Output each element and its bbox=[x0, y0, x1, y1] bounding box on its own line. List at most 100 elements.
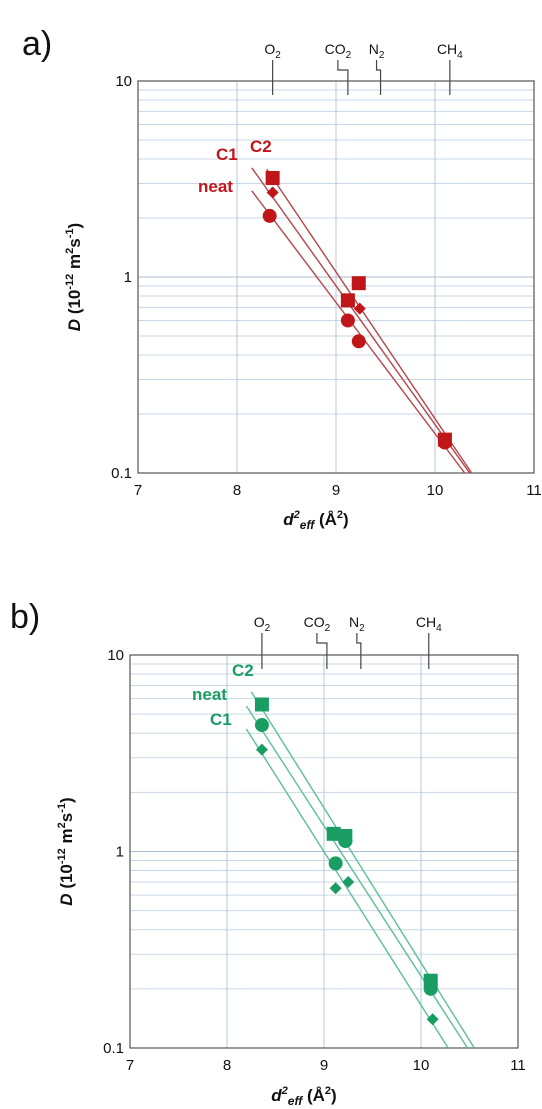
x-tick-label: 8 bbox=[223, 1057, 231, 1074]
gas-name: O bbox=[264, 41, 275, 57]
gas-subscript: 4 bbox=[457, 50, 463, 61]
gas-label: N2 bbox=[349, 614, 365, 634]
x-axis-superscript: 2 bbox=[337, 509, 343, 521]
x-axis-unit: (Å bbox=[302, 1086, 325, 1105]
series-label-C2: C2 bbox=[232, 661, 254, 680]
gas-name: CO bbox=[325, 41, 346, 57]
y-axis-unit: m bbox=[57, 828, 76, 848]
data-point-neat bbox=[328, 856, 343, 871]
series-label-C1: C1 bbox=[216, 145, 238, 164]
data-point-C1 bbox=[255, 743, 268, 756]
gas-tick bbox=[316, 633, 328, 669]
plot-frame bbox=[137, 80, 535, 474]
gas-tick bbox=[337, 60, 349, 95]
data-point-C1 bbox=[342, 875, 355, 888]
data-point-C1 bbox=[426, 1013, 439, 1026]
gas-tick bbox=[356, 633, 362, 669]
panel-label: a) bbox=[22, 25, 52, 63]
gas-name: CO bbox=[304, 614, 325, 630]
x-tick-label: 10 bbox=[427, 482, 444, 499]
data-point-neat bbox=[351, 334, 366, 349]
data-point-C2 bbox=[340, 293, 355, 308]
y-tick-label: 10 bbox=[107, 647, 124, 664]
x-tick-label: 7 bbox=[134, 482, 142, 499]
gas-name: O bbox=[254, 614, 265, 630]
y-tick-label: 0.1 bbox=[103, 1040, 124, 1057]
y-tick-label: 1 bbox=[116, 844, 124, 861]
data-point-C2 bbox=[254, 697, 269, 712]
gas-subscript: 2 bbox=[359, 623, 365, 634]
data-point-neat bbox=[437, 435, 452, 450]
gas-label: CO2 bbox=[304, 614, 331, 634]
x-axis-unit: ) bbox=[343, 510, 349, 529]
x-tick-label: 11 bbox=[510, 1057, 526, 1074]
x-axis-subscript: eff bbox=[288, 1094, 303, 1108]
gas-subscript: 2 bbox=[275, 50, 281, 61]
x-axis-superscript: 2 bbox=[293, 509, 300, 521]
x-tick-label: 9 bbox=[332, 482, 340, 499]
gas-label: CO2 bbox=[325, 41, 352, 61]
y-axis-exponent: -1 bbox=[56, 803, 68, 813]
gas-name: N bbox=[369, 41, 379, 57]
x-axis-unit: (Å bbox=[314, 510, 337, 529]
gas-label: CH4 bbox=[437, 41, 463, 61]
data-point-neat bbox=[254, 718, 269, 733]
y-axis-exponent: -12 bbox=[64, 274, 76, 290]
gas-label: O2 bbox=[264, 41, 281, 61]
gas-tick bbox=[375, 60, 382, 95]
y-axis-unit: ) bbox=[65, 223, 84, 229]
x-tick-label: 9 bbox=[320, 1057, 328, 1074]
y-axis-title: D (10-12 m2s-1) bbox=[64, 223, 84, 331]
y-axis-symbol: D bbox=[57, 893, 76, 905]
fit-line-C1 bbox=[251, 167, 471, 474]
data-point-neat bbox=[423, 981, 438, 996]
x-axis-unit: ) bbox=[331, 1086, 337, 1105]
x-tick-label: 11 bbox=[526, 482, 542, 499]
fit-line-neat bbox=[251, 190, 466, 474]
y-axis-exponent: -12 bbox=[56, 848, 68, 864]
y-axis-title: D (10-12 m2s-1) bbox=[56, 797, 76, 905]
data-point-C2 bbox=[265, 170, 280, 185]
y-axis-exponent: 2 bbox=[56, 822, 68, 828]
series-label-C2: C2 bbox=[250, 137, 272, 156]
y-axis-symbol: D bbox=[65, 319, 84, 331]
data-point-C1 bbox=[329, 882, 342, 895]
series-label-neat: neat bbox=[198, 177, 233, 196]
x-tick-label: 10 bbox=[413, 1057, 430, 1074]
gas-subscript: 2 bbox=[346, 50, 352, 61]
y-axis-exponent: -1 bbox=[64, 228, 76, 238]
data-point-neat bbox=[338, 834, 353, 849]
series-label-C1: C1 bbox=[210, 710, 232, 729]
x-axis-superscript: 2 bbox=[325, 1085, 331, 1097]
y-axis-unit: (10 bbox=[57, 864, 76, 893]
x-axis-title: d2eff (Å2) bbox=[283, 509, 348, 532]
panel-label: b) bbox=[10, 598, 40, 636]
gas-subscript: 2 bbox=[379, 50, 385, 61]
gas-name: CH bbox=[416, 614, 436, 630]
y-tick-label: 1 bbox=[124, 269, 132, 286]
data-point-C2 bbox=[351, 276, 366, 291]
x-tick-label: 8 bbox=[233, 482, 241, 499]
data-point-neat bbox=[262, 208, 277, 223]
x-axis-symbol: d bbox=[271, 1086, 282, 1105]
gas-subscript: 2 bbox=[265, 623, 271, 634]
fit-line-C1 bbox=[245, 728, 449, 1049]
y-axis-exponent: 2 bbox=[64, 248, 76, 254]
gas-label: CH4 bbox=[416, 614, 442, 634]
plot-frame bbox=[129, 654, 519, 1049]
y-axis-unit: m bbox=[65, 254, 84, 274]
gas-subscript: 2 bbox=[325, 623, 331, 634]
y-tick-label: 10 bbox=[115, 73, 132, 90]
gas-name: CH bbox=[437, 41, 457, 57]
fit-line-C2 bbox=[250, 691, 475, 1049]
y-axis-unit: s bbox=[65, 238, 84, 247]
data-point-C1 bbox=[353, 302, 366, 315]
x-tick-label: 7 bbox=[126, 1057, 134, 1074]
y-axis-unit: ) bbox=[57, 797, 76, 803]
y-axis-unit: s bbox=[57, 813, 76, 822]
series-label-neat: neat bbox=[192, 685, 227, 704]
x-axis-subscript: eff bbox=[300, 518, 315, 532]
data-point-C2 bbox=[326, 826, 341, 841]
